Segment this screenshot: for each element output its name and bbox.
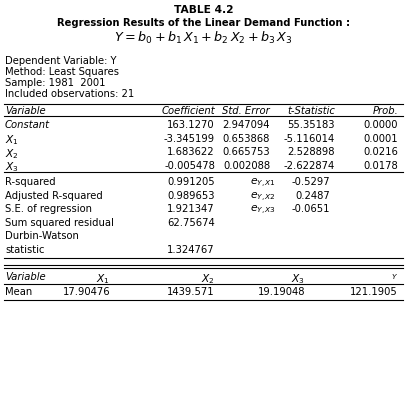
Text: 19.19048: 19.19048	[258, 287, 305, 297]
Text: $X_2$: $X_2$	[5, 147, 19, 161]
Text: -0.005478: -0.005478	[164, 160, 215, 171]
Text: Std. Error: Std. Error	[222, 106, 270, 116]
Text: Variable: Variable	[5, 106, 46, 116]
Text: 62.75674: 62.75674	[167, 217, 215, 227]
Text: Method: Least Squares: Method: Least Squares	[5, 67, 119, 77]
Text: 0.0216: 0.0216	[363, 147, 398, 157]
Text: 17.90476: 17.90476	[62, 287, 110, 297]
Text: 0.0178: 0.0178	[363, 160, 398, 171]
Text: t-Statistic: t-Statistic	[287, 106, 335, 116]
Text: statistic: statistic	[5, 245, 44, 255]
Text: 0.0000: 0.0000	[363, 120, 398, 130]
Text: -0.5297: -0.5297	[291, 177, 330, 187]
Text: $X_2$: $X_2$	[201, 272, 215, 286]
Text: $X_1$: $X_1$	[5, 134, 19, 147]
Text: Mean: Mean	[5, 287, 32, 297]
Text: $e_{Y,X2}$: $e_{Y,X2}$	[250, 191, 276, 204]
Text: 163.1270: 163.1270	[167, 120, 215, 130]
Text: 121.1905: 121.1905	[350, 287, 398, 297]
Text: $X_1$: $X_1$	[96, 272, 110, 286]
Text: 0.002088: 0.002088	[223, 160, 270, 171]
Text: 0.991205: 0.991205	[167, 177, 215, 187]
Text: Adjusted R-squared: Adjusted R-squared	[5, 191, 103, 201]
Text: Sample: 1981  2001: Sample: 1981 2001	[5, 78, 105, 88]
Text: -3.345199: -3.345199	[164, 134, 215, 143]
Text: $Y = b_0 + b_1\, X_1 + b_2\, X_2 + b_3\, X_3$: $Y = b_0 + b_1\, X_1 + b_2\, X_2 + b_3\,…	[114, 30, 293, 46]
Text: $e_{Y,X1}$: $e_{Y,X1}$	[250, 177, 276, 190]
Text: 0.665753: 0.665753	[222, 147, 270, 157]
Text: Dependent Variable: Y: Dependent Variable: Y	[5, 56, 116, 66]
Text: 0.653868: 0.653868	[223, 134, 270, 143]
Text: 0.0001: 0.0001	[363, 134, 398, 143]
Text: Sum squared residual: Sum squared residual	[5, 217, 114, 227]
Text: 2.528898: 2.528898	[287, 147, 335, 157]
Text: 1.683622: 1.683622	[167, 147, 215, 157]
Text: 55.35183: 55.35183	[287, 120, 335, 130]
Text: Durbin-Watson: Durbin-Watson	[5, 231, 79, 241]
Text: 1.921347: 1.921347	[167, 204, 215, 214]
Text: Constant: Constant	[5, 120, 50, 130]
Text: $_Y$: $_Y$	[391, 272, 398, 282]
Text: 1439.571: 1439.571	[167, 287, 215, 297]
Text: -0.0651: -0.0651	[291, 204, 330, 214]
Text: Regression Results of the Linear Demand Function :: Regression Results of the Linear Demand …	[57, 18, 350, 28]
Text: $e_{Y,X3}$: $e_{Y,X3}$	[250, 204, 276, 217]
Text: S.E. of regression: S.E. of regression	[5, 204, 92, 214]
Text: -5.116014: -5.116014	[284, 134, 335, 143]
Text: Coefficient: Coefficient	[161, 106, 215, 116]
Text: R-squared: R-squared	[5, 177, 56, 187]
Text: Included observations: 21: Included observations: 21	[5, 89, 134, 99]
Text: -2.622874: -2.622874	[284, 160, 335, 171]
Text: $X_3$: $X_3$	[291, 272, 305, 286]
Text: 0.989653: 0.989653	[168, 191, 215, 201]
Text: 2.947094: 2.947094	[223, 120, 270, 130]
Text: $X_3$: $X_3$	[5, 160, 19, 174]
Text: Prob.: Prob.	[372, 106, 398, 116]
Text: TABLE 4.2: TABLE 4.2	[174, 5, 233, 15]
Text: 1.324767: 1.324767	[167, 245, 215, 255]
Text: Variable: Variable	[5, 272, 46, 282]
Text: 0.2487: 0.2487	[295, 191, 330, 201]
